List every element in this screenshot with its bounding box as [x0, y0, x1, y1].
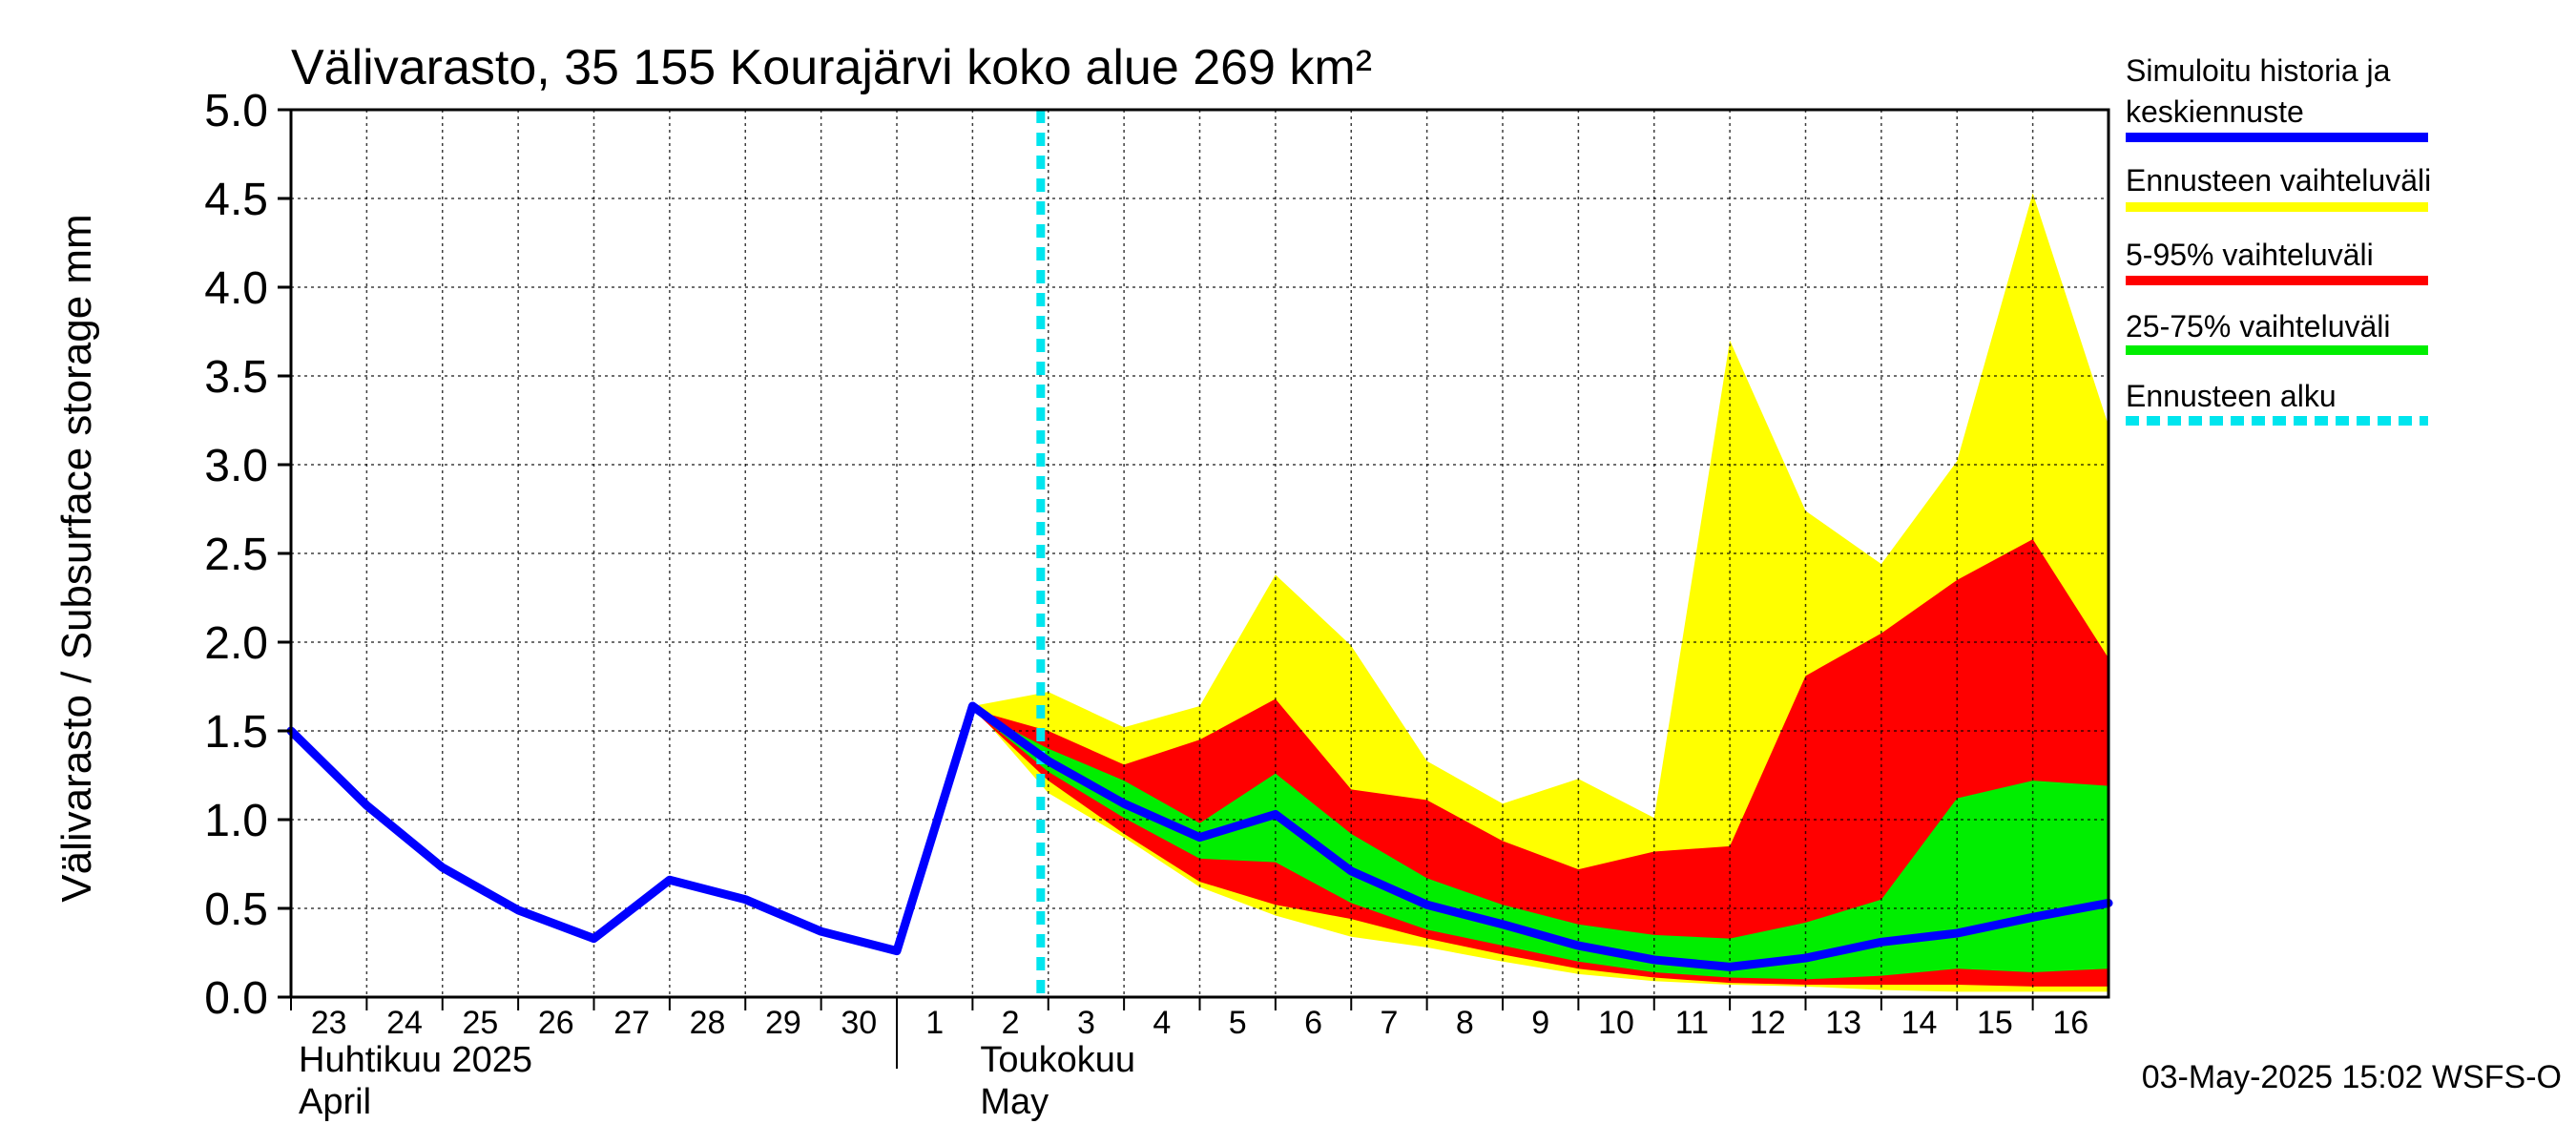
x-tick-label: 2	[1002, 1005, 1020, 1041]
y-tick-label: 2.5	[204, 530, 268, 580]
tick-labels: 0.00.51.01.52.02.53.03.54.04.55.023 24 25 2…	[204, 86, 2088, 1122]
x-tick-label: 25	[463, 1005, 499, 1041]
y-tick-label: 3.5	[204, 352, 268, 403]
month-label-en: May	[980, 1082, 1049, 1122]
chart-title: Välivarasto, 35 155 Kourajärvi koko alue…	[291, 40, 1372, 95]
x-tick-label: 5	[1229, 1005, 1247, 1041]
y-tick-label: 4.5	[204, 175, 268, 225]
x-tick-label: 24	[386, 1005, 423, 1041]
y-tick-label: 2.0	[204, 618, 268, 669]
x-tick-label: 16	[2052, 1005, 2088, 1041]
x-tick-label: 7	[1380, 1005, 1398, 1041]
month-label-en: April	[299, 1082, 371, 1122]
series-layer	[286, 110, 2113, 997]
x-tick-label: 3	[1077, 1005, 1095, 1041]
month-label-fi: Toukokuu	[980, 1040, 1135, 1080]
x-tick-label: 29	[765, 1005, 801, 1041]
legend-label-4: Ennusteen alku	[2126, 379, 2337, 413]
x-tick-label: 1	[925, 1005, 944, 1041]
x-tick-label: 30	[841, 1005, 877, 1041]
y-tick-label: 1.0	[204, 796, 268, 846]
footer-timestamp: 03-May-2025 15:02 WSFS-O	[2142, 1059, 2562, 1095]
x-tick-label: 11	[1675, 1005, 1709, 1041]
legend-label-2: 5-95% vaihteluväli	[2126, 238, 2374, 272]
x-tick-label: 6	[1304, 1005, 1322, 1041]
x-tick-label: 28	[690, 1005, 726, 1041]
x-tick-label: 23	[311, 1005, 347, 1041]
x-tick-label: 10	[1598, 1005, 1634, 1041]
legend-label-1: Ennusteen vaihteluväli	[2126, 163, 2431, 198]
grid-lines	[291, 110, 2109, 997]
y-tick-label: 0.0	[204, 973, 268, 1024]
legend-label-3: 25-75% vaihteluväli	[2126, 309, 2391, 344]
x-tick-label: 26	[538, 1005, 574, 1041]
x-tick-label: 4	[1153, 1005, 1171, 1041]
y-tick-label: 1.5	[204, 707, 268, 758]
y-tick-label: 3.0	[204, 441, 268, 491]
x-tick-label: 13	[1825, 1005, 1861, 1041]
x-tick-label: 15	[1977, 1005, 2013, 1041]
legend-label-0: Simuloitu historia ja	[2126, 53, 2391, 88]
y-tick-label: 5.0	[204, 86, 268, 136]
x-tick-label: 12	[1750, 1005, 1786, 1041]
y-tick-label: 0.5	[204, 885, 268, 935]
month-label-fi: Huhtikuu 2025	[299, 1040, 532, 1080]
legend-label-0-line2: keskiennuste	[2126, 94, 2304, 129]
x-tick-label: 27	[613, 1005, 650, 1041]
band-1	[972, 539, 2109, 987]
x-tick-label: 8	[1456, 1005, 1474, 1041]
legend: Simuloitu historia ja keskiennuste Ennuste…	[2126, 53, 2431, 426]
x-tick-label: 9	[1531, 1005, 1549, 1041]
y-tick-label: 4.0	[204, 263, 268, 314]
history-line	[286, 701, 2113, 971]
y-axis-label: Välivarasto / Subsurface storage mm	[53, 214, 100, 902]
x-tick-label: 14	[1901, 1005, 1938, 1041]
